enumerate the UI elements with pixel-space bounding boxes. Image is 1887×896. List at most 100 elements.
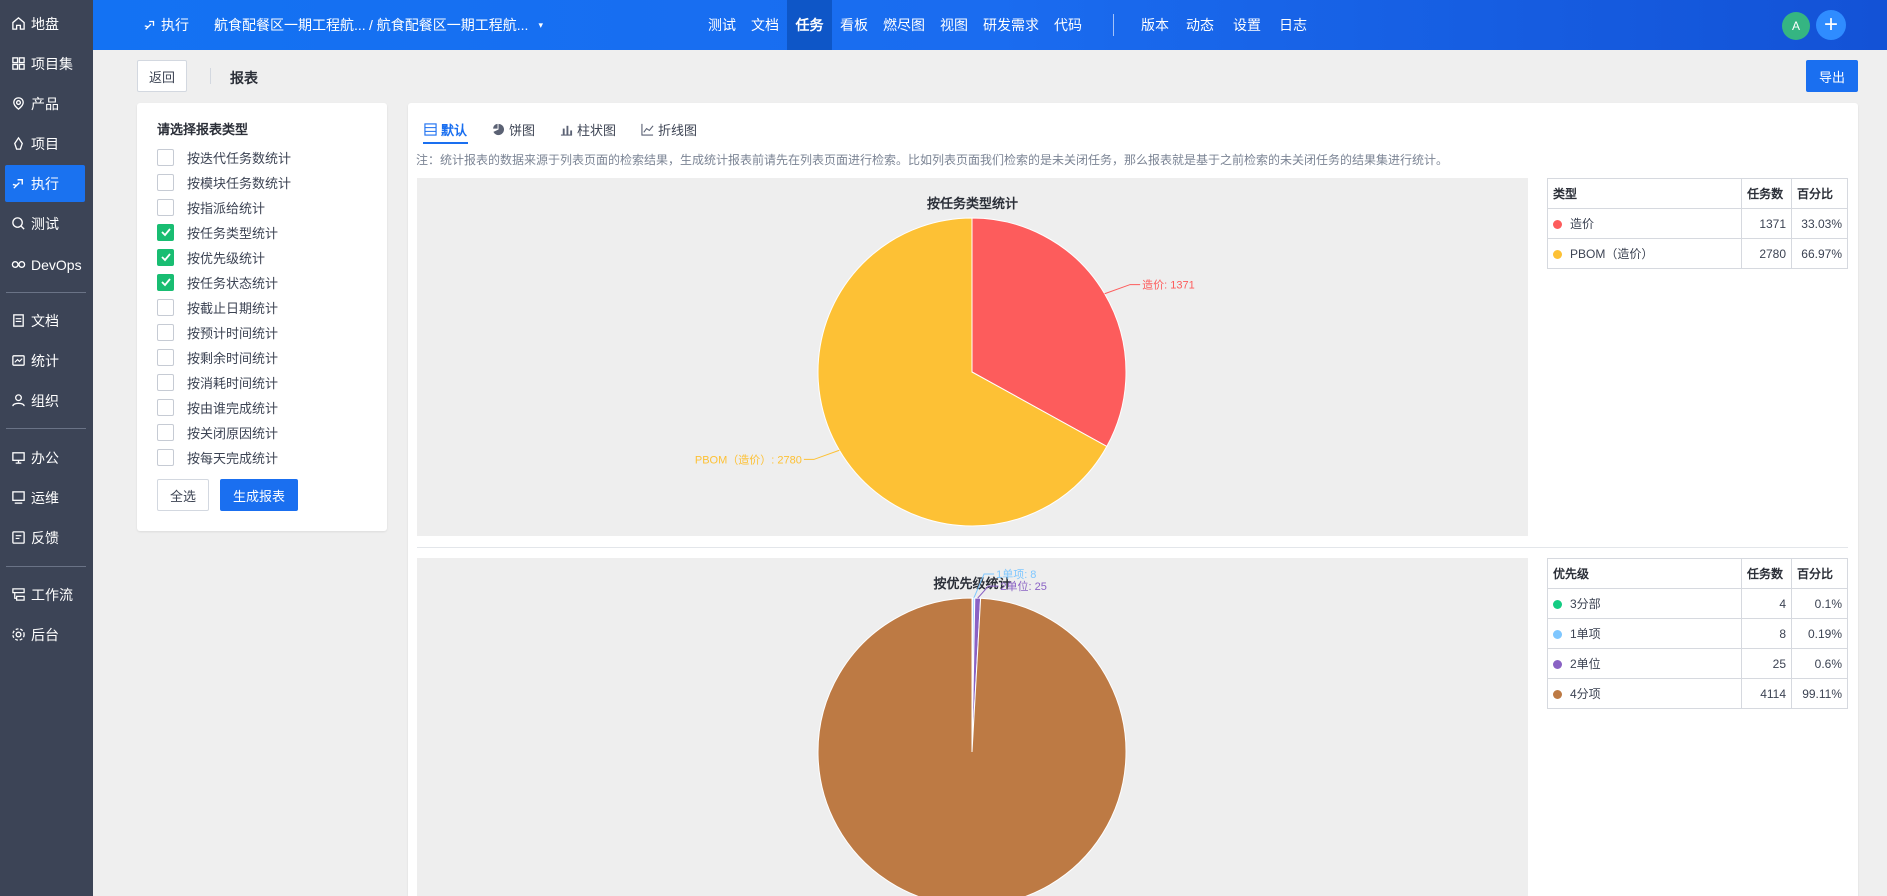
tab-bar[interactable]: 柱状图 bbox=[560, 117, 616, 141]
ops-icon bbox=[12, 491, 25, 504]
sidebar-item-doc[interactable]: 文档 bbox=[5, 302, 85, 339]
sidebar-item-product[interactable]: 产品 bbox=[5, 85, 85, 122]
sidebar-item-label: 后台 bbox=[31, 626, 59, 643]
feedback-icon bbox=[12, 531, 25, 544]
sidebar-item-org[interactable]: 组织 bbox=[5, 382, 85, 419]
report-option-label: 按优先级统计 bbox=[187, 250, 266, 266]
report-option[interactable]: 按剩余时间统计 bbox=[157, 347, 278, 367]
avatar[interactable]: A bbox=[1782, 12, 1810, 40]
sidebar-item-label: 组织 bbox=[31, 392, 59, 409]
chevron-right-icon: › bbox=[215, 18, 219, 32]
sidebar-item-execution[interactable]: 执行 bbox=[5, 165, 85, 202]
checkbox-checked[interactable] bbox=[157, 248, 174, 266]
sidebar-item-test[interactable]: 测试 bbox=[5, 205, 85, 242]
column-header: 类型 bbox=[1546, 178, 1743, 209]
report-option[interactable]: 按任务类型统计 bbox=[157, 222, 278, 242]
sidebar-item-project[interactable]: 项目 bbox=[5, 125, 85, 162]
row-count: 2780 bbox=[1741, 238, 1793, 269]
topnav-code[interactable]: 代码 bbox=[1054, 17, 1082, 33]
sidebar-item-label: 反馈 bbox=[31, 529, 59, 546]
pie-slice[interactable] bbox=[971, 217, 1127, 448]
add-icon[interactable]: + bbox=[1816, 10, 1846, 40]
execution-crumb[interactable]: / 航食配餐区一期工程航... ▾ bbox=[369, 17, 543, 33]
report-option[interactable]: 按优先级统计 bbox=[157, 247, 265, 267]
page-title: 报表 bbox=[230, 70, 258, 86]
back-button[interactable]: 返回 bbox=[137, 60, 187, 92]
checkbox[interactable] bbox=[157, 323, 174, 341]
sidebar-item-admin[interactable]: 后台 bbox=[5, 616, 85, 653]
sidebar-item-program[interactable]: 项目集 bbox=[5, 45, 85, 82]
report-option[interactable]: 按由谁完成统计 bbox=[157, 397, 278, 417]
topnav-dynamic[interactable]: 动态 bbox=[1186, 17, 1214, 33]
tab-default[interactable]: 默认 bbox=[424, 117, 467, 141]
pie-label-line bbox=[973, 573, 995, 599]
checkbox[interactable] bbox=[157, 373, 174, 391]
checkbox[interactable] bbox=[157, 348, 174, 366]
row-name-cell: 3分部 bbox=[1546, 588, 1743, 619]
topnav-test[interactable]: 测试 bbox=[708, 17, 736, 33]
topnav-task[interactable]: 任务 bbox=[787, 0, 832, 50]
checkbox-checked[interactable] bbox=[157, 273, 174, 291]
checkbox[interactable] bbox=[157, 148, 174, 166]
row-percent: 99.11% bbox=[1791, 678, 1848, 709]
topnav-kanban[interactable]: 看板 bbox=[840, 17, 868, 33]
checkbox[interactable] bbox=[157, 398, 174, 416]
topnav-doc[interactable]: 文档 bbox=[751, 17, 779, 33]
row-name: PBOM（造价） bbox=[1570, 247, 1654, 261]
legend-dot bbox=[1553, 220, 1562, 229]
topnav-settings[interactable]: 设置 bbox=[1233, 17, 1261, 33]
report-option[interactable]: 按指派给统计 bbox=[157, 197, 265, 217]
report-option[interactable]: 按迭代任务数统计 bbox=[157, 147, 291, 167]
run-icon bbox=[144, 20, 155, 30]
checkbox[interactable] bbox=[157, 298, 174, 316]
report-option[interactable]: 按截止日期统计 bbox=[157, 297, 278, 317]
tab-pie[interactable]: 饼图 bbox=[492, 117, 535, 141]
topnav-log[interactable]: 日志 bbox=[1279, 17, 1307, 33]
row-name-cell: PBOM（造价） bbox=[1546, 238, 1743, 269]
select-all-button[interactable]: 全选 bbox=[157, 479, 209, 511]
report-option[interactable]: 按模块任务数统计 bbox=[157, 172, 291, 192]
table-row: 3分部 4 0.1% bbox=[1546, 588, 1848, 619]
row-name: 2单位 bbox=[1570, 657, 1601, 671]
module-crumb[interactable]: 执行 bbox=[143, 0, 189, 50]
tab-line[interactable]: 折线图 bbox=[641, 117, 697, 141]
topnav-build[interactable]: 版本 bbox=[1141, 17, 1169, 33]
column-header: 任务数 bbox=[1741, 178, 1793, 209]
generate-report-button[interactable]: 生成报表 bbox=[220, 479, 298, 511]
sidebar-item-stats[interactable]: 统计 bbox=[5, 342, 85, 379]
checkbox[interactable] bbox=[157, 198, 174, 216]
pie-data-label: PBOM（造价）: 2780 bbox=[695, 452, 802, 466]
report-option[interactable]: 按任务状态统计 bbox=[157, 272, 278, 292]
report-option[interactable]: 按每天完成统计 bbox=[157, 447, 278, 467]
pie-data-label: 1单项: 8 bbox=[996, 568, 1036, 581]
sidebar-item-home[interactable]: 地盘 bbox=[5, 5, 85, 42]
topnav-burndown[interactable]: 燃尽图 bbox=[883, 17, 925, 33]
sidebar-item-label: DevOps bbox=[31, 256, 82, 273]
sidebar-item-devops[interactable]: DevOps bbox=[5, 246, 85, 283]
sidebar-item-office[interactable]: 办公 bbox=[5, 439, 85, 476]
topnav-requirement[interactable]: 研发需求 bbox=[983, 17, 1039, 33]
report-option-label: 按每天完成统计 bbox=[187, 450, 279, 466]
checkbox[interactable] bbox=[157, 173, 174, 191]
sidebar-item-feedback[interactable]: 反馈 bbox=[5, 519, 85, 556]
sidebar-item-label: 工作流 bbox=[31, 586, 73, 603]
run-icon bbox=[12, 179, 23, 189]
topnav-divider bbox=[1113, 14, 1114, 36]
pie-slice[interactable] bbox=[817, 597, 1127, 896]
report-option[interactable]: 按消耗时间统计 bbox=[157, 372, 278, 392]
project-crumb[interactable]: 航食配餐区一期工程航... bbox=[214, 17, 366, 33]
sidebar-item-ops[interactable]: 运维 bbox=[5, 479, 85, 516]
checkbox[interactable] bbox=[157, 423, 174, 441]
legend-dot bbox=[1553, 250, 1562, 259]
report-option[interactable]: 按关闭原因统计 bbox=[157, 422, 278, 442]
pie-slice[interactable] bbox=[817, 217, 1108, 527]
checkbox[interactable] bbox=[157, 448, 174, 466]
report-option[interactable]: 按预计时间统计 bbox=[157, 322, 278, 342]
column-header: 百分比 bbox=[1791, 558, 1848, 589]
checkbox-checked[interactable] bbox=[157, 223, 174, 241]
row-count: 4114 bbox=[1741, 678, 1793, 709]
sidebar-item-workflow[interactable]: 工作流 bbox=[5, 576, 85, 613]
report-note: 注：统计报表的数据来源于列表页面的检索结果，生成统计报表前请先在列表页面进行检索… bbox=[416, 153, 1449, 167]
topnav-view[interactable]: 视图 bbox=[940, 17, 968, 33]
export-button[interactable]: 导出 bbox=[1806, 60, 1858, 92]
